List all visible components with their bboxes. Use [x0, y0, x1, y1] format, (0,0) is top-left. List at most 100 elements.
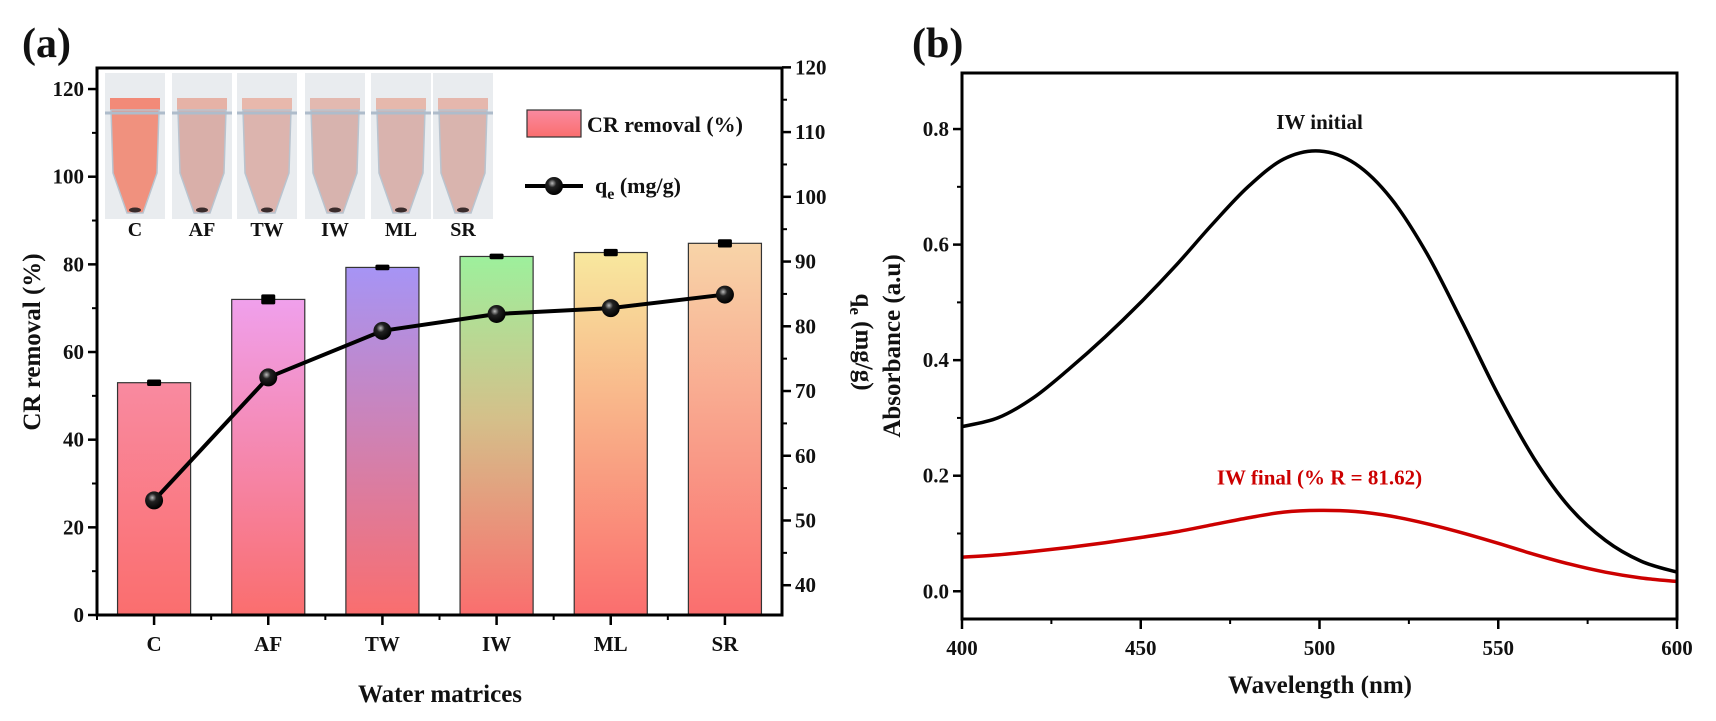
y2-tick-label: 60 — [795, 444, 816, 468]
tube-body — [110, 109, 160, 214]
error-cap — [603, 248, 618, 257]
x-tick-label: C — [146, 632, 161, 656]
tube-body — [376, 109, 426, 214]
tube-sr: SR — [433, 73, 493, 241]
legend-qe-units: (mg/g) — [614, 173, 681, 198]
y2-tick-label: 80 — [795, 314, 816, 338]
tube-af: AF — [172, 73, 232, 241]
tube-sediment — [395, 207, 407, 213]
tube-liquid-top — [177, 98, 227, 110]
x-axis: C AF TW IW ML SR — [96, 615, 739, 656]
qe-point-tw — [373, 321, 392, 340]
error-cap — [489, 253, 504, 260]
y-axis-title-b: Absorbance (a.u) — [879, 254, 906, 437]
annotations-b: IW initial IW final (% R = 81.62) — [1217, 110, 1422, 489]
legend-label-qe: qe (mg/g) — [595, 173, 681, 203]
legend-label-cr-removal: CR removal (%) — [587, 112, 743, 137]
x-tick-label: 500 — [1304, 636, 1336, 660]
legend-qe-main: q — [595, 173, 608, 198]
y-axis-title-a: CR removal (%) — [19, 253, 46, 430]
y2-tick-label: 40 — [795, 573, 816, 597]
qe-point-af — [259, 368, 278, 387]
y-tick-label: 80 — [63, 252, 84, 276]
y-tick-label: 0.0 — [923, 579, 949, 603]
qe-point-sr — [715, 285, 734, 304]
y2-axis-title-a: qe (mg/g) — [846, 293, 877, 390]
tube-body — [438, 109, 488, 214]
tube-ml: ML — [371, 73, 431, 241]
tube-body — [177, 109, 227, 214]
x-tick-label: ML — [594, 632, 628, 656]
legend-qe-sub: e — [607, 186, 614, 203]
x-tick-label: TW — [365, 632, 400, 656]
tube-label: C — [128, 219, 142, 241]
y2-tick-label: 110 — [795, 120, 825, 144]
tube-label: ML — [385, 219, 417, 241]
y-tick-label: 0.2 — [923, 464, 949, 488]
tube-sediment — [129, 207, 141, 213]
bar-af — [231, 298, 306, 616]
tube-c: C — [105, 73, 165, 241]
y-tick-label: 0.4 — [923, 348, 950, 372]
right-y-axis: 40 50 60 70 80 90 100 110 120 — [782, 55, 827, 597]
y2-title-sub: e — [846, 307, 865, 315]
x-axis-title-a: Water matrices — [358, 681, 522, 708]
error-cap — [375, 264, 390, 271]
tube-tw: TW — [237, 73, 297, 241]
y2-tick-label: 120 — [795, 55, 827, 79]
error-cap — [261, 294, 276, 305]
legend-marker-icon — [545, 177, 563, 195]
tube-liquid-top — [376, 98, 426, 110]
qe-line — [152, 292, 726, 502]
x-axis-title-b: Wavelength (nm) — [1228, 672, 1412, 699]
panel-b: (b) 0.0 0.2 0.4 0.6 0.8 400 450 500 550 600 IW i… — [879, 21, 1693, 699]
tube-photo-inset: C AF TW IW ML SR — [105, 73, 493, 241]
tube-body — [242, 109, 292, 214]
y-tick-label: 0.8 — [923, 117, 949, 141]
x-tick-label: 550 — [1483, 636, 1515, 660]
plot-frame-b — [960, 71, 1679, 621]
annotation-iw-final: IW final (% R = 81.62) — [1217, 465, 1422, 489]
y-tick-label: 120 — [53, 77, 85, 101]
bar-series-cr-removal — [116, 239, 763, 616]
tube-liquid-top — [438, 98, 488, 110]
tube-liquid-top — [110, 98, 160, 110]
y2-tick-label: 50 — [795, 508, 816, 532]
tube-sediment — [329, 207, 341, 213]
tube-label: TW — [250, 219, 283, 241]
x-axis-b: 400 450 500 550 600 — [946, 619, 1693, 660]
legend-swatch-bar — [526, 109, 582, 138]
iw-final-curve — [961, 508, 1678, 584]
tube-sediment — [261, 207, 273, 213]
x-tick-label: AF — [254, 632, 282, 656]
y-axis-b: 0.0 0.2 0.4 0.6 0.8 — [923, 117, 962, 603]
y2-tick-label: 100 — [795, 185, 827, 209]
tube-sediment — [196, 207, 208, 213]
error-cap — [147, 379, 162, 386]
qe-point-c — [145, 491, 164, 510]
iw-initial-curve — [961, 149, 1678, 574]
line-series-qe — [145, 285, 734, 510]
spectra — [961, 149, 1678, 584]
y-tick-label: 20 — [63, 515, 84, 539]
y-tick-label: 0 — [74, 603, 85, 627]
x-tick-label: 400 — [946, 636, 978, 660]
left-y-axis: 0 20 40 60 80 100 120 — [53, 77, 97, 627]
panel-label-b: (b) — [912, 21, 963, 67]
tube-body — [310, 109, 360, 214]
y2-tick-label: 70 — [795, 379, 816, 403]
y-tick-label: 100 — [53, 165, 85, 189]
tube-label: SR — [450, 219, 476, 241]
panel-a: (a) C AF TW IW ML SR 0 20 40 60 80 100 120 40 50 60 70… — [19, 21, 877, 708]
panel-label-a: (a) — [22, 21, 71, 67]
annotation-iw-initial: IW initial — [1276, 110, 1363, 134]
y2-tick-label: 90 — [795, 250, 816, 274]
x-tick-label: IW — [482, 632, 511, 656]
tube-label: IW — [321, 219, 349, 241]
bar-tw — [345, 266, 420, 616]
tube-iw: IW — [305, 73, 365, 241]
tube-sediment — [457, 207, 469, 213]
y-tick-label: 60 — [63, 340, 84, 364]
qe-point-ml — [601, 299, 620, 318]
